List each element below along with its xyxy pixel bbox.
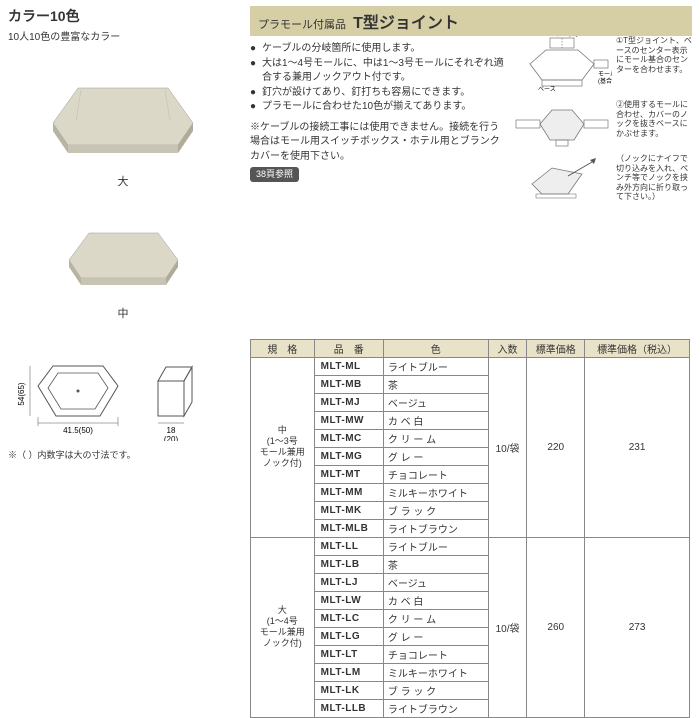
color-cell: ベージュ — [383, 573, 488, 591]
color-cell: カ ベ 白 — [383, 411, 488, 429]
cell-price_tax: 231 — [585, 357, 690, 537]
bullet-2: 大は1～4号モールに、中は1～3号モールにそれぞれ適合する兼用ノックアウト付です… — [262, 57, 505, 86]
color-cell: ライトブルー — [383, 537, 488, 555]
part-number: MLT-MK — [314, 501, 383, 519]
color-cell: チョコレート — [383, 645, 488, 663]
color-subtext: 10人10色の豊富なカラー — [8, 28, 243, 43]
part-number: MLT-MW — [314, 411, 383, 429]
part-number: MLT-LK — [314, 681, 383, 699]
color-cell: ク リ ー ム — [383, 609, 488, 627]
cell-price: 260 — [527, 537, 585, 717]
table-header: 規 格 — [251, 339, 315, 357]
diagram-1: センター表示 ベース モール (基合) — [512, 36, 612, 94]
table-row: 中(1～3号モール兼用ノック付)MLT-MLライトブルー10/袋220231 — [251, 357, 690, 375]
cell-qty: 10/袋 — [488, 357, 527, 537]
diag1-label-center: センター表示 — [544, 36, 580, 38]
part-number: MLT-LC — [314, 609, 383, 627]
cell-qty: 10/袋 — [488, 537, 527, 717]
color-cell: グ レ ー — [383, 447, 488, 465]
part-number: MLT-MJ — [314, 393, 383, 411]
part-number: MLT-MB — [314, 375, 383, 393]
diagram-1-text: ①T型ジョイント、ベースのセンター表示にモール基合のセンターを合わせます。 — [612, 36, 692, 94]
caption-med: 中 — [8, 305, 238, 321]
page-ref-badge: 38頁参照 — [250, 167, 299, 182]
table-header: 入数 — [488, 339, 527, 357]
table-row: 大(1～4号モール兼用ノック付)MLT-LLライトブルー10/袋260273 — [251, 537, 690, 555]
dim-height: 54(65) — [17, 382, 26, 405]
color-cell: ブ ラ ッ ク — [383, 681, 488, 699]
color-cell: ライトブラウン — [383, 519, 488, 537]
color-cell: カ ベ 白 — [383, 591, 488, 609]
color-heading: カラー10色 — [8, 6, 243, 26]
part-number: MLT-LLB — [314, 699, 383, 717]
part-number: MLT-MT — [314, 465, 383, 483]
product-image-large — [33, 53, 213, 168]
part-number: MLT-MC — [314, 429, 383, 447]
color-cell: チョコレート — [383, 465, 488, 483]
diagram-3-text: （ノックにナイフで切り込みを入れ、ペンチ等でノックを挟み外方向に折り取って下さい… — [612, 154, 692, 202]
part-number: MLT-MG — [314, 447, 383, 465]
dim-depth: 18 — [167, 426, 176, 435]
right-column: プラモール付属品 T型ジョイント ●ケーブルの分岐箇所に使用します。 ●大は1～… — [250, 6, 692, 718]
dimension-note: ※（ ）内数字は大の寸法です。 — [8, 448, 243, 461]
caption-large: 大 — [8, 173, 238, 189]
table-header: 品 番 — [314, 339, 383, 357]
color-cell: グ レ ー — [383, 627, 488, 645]
left-column: カラー10色 10人10色の豊富なカラー 大 中 — [8, 6, 243, 461]
color-cell: 茶 — [383, 555, 488, 573]
diag1-label-basek: (基合) — [598, 77, 612, 85]
spec-cell: 中(1～3号モール兼用ノック付) — [251, 357, 315, 537]
part-number: MLT-ML — [314, 357, 383, 375]
color-cell: 茶 — [383, 375, 488, 393]
diag1-label-mall: モール — [598, 71, 612, 78]
title-bar: プラモール付属品 T型ジョイント — [250, 6, 692, 36]
part-number: MLT-LG — [314, 627, 383, 645]
dim-depth2: (20) — [164, 435, 179, 441]
description-note: ※ケーブルの接続工事には使用できません。接続を行う場合はモール用スイッチボックス… — [250, 121, 505, 165]
product-image-medium — [51, 205, 196, 300]
color-cell: ベージュ — [383, 393, 488, 411]
bullet-4: プラモールに合わせた10色が揃えてあります。 — [262, 100, 471, 115]
cell-price: 220 — [527, 357, 585, 537]
dimension-figure: 41.5(50) 54(65) 18 (20) ※（ ）内数字は大の寸法です。 — [8, 351, 243, 461]
spec-table: 規 格品 番色入数標準価格標準価格（税込） 中(1～3号モール兼用ノック付)ML… — [250, 339, 690, 718]
color-cell: ミルキーホワイト — [383, 663, 488, 681]
cell-price_tax: 273 — [585, 537, 690, 717]
color-cell: ライトブルー — [383, 357, 488, 375]
table-header: 標準価格（税込） — [585, 339, 690, 357]
bullet-1: ケーブルの分岐箇所に使用します。 — [262, 42, 420, 57]
title-main: T型ジョイント — [353, 15, 459, 32]
dim-width: 41.5(50) — [63, 426, 93, 435]
spec-cell: 大(1～4号モール兼用ノック付) — [251, 537, 315, 717]
description-block: ●ケーブルの分岐箇所に使用します。 ●大は1～4号モールに、中は1～3号モールに… — [250, 42, 505, 183]
title-prefix: プラモール付属品 — [258, 19, 346, 31]
part-number: MLT-LJ — [314, 573, 383, 591]
product-image-med-box: 中 — [8, 195, 238, 321]
part-number: MLT-MM — [314, 483, 383, 501]
diag1-label-base: ベース — [538, 86, 556, 93]
color-cell: ク リ ー ム — [383, 429, 488, 447]
product-image-large-box: 大 — [8, 53, 238, 189]
part-number: MLT-MLB — [314, 519, 383, 537]
part-number: MLT-LW — [314, 591, 383, 609]
color-cell: ライトブラウン — [383, 699, 488, 717]
diagram-area: センター表示 ベース モール (基合) ①T型ジョイント、ベースのセンター表示に… — [512, 36, 692, 208]
diagram-3 — [512, 154, 612, 202]
part-number: MLT-LM — [314, 663, 383, 681]
color-cell: ブ ラ ッ ク — [383, 501, 488, 519]
diagram-2-text: ②使用するモールに合わせ、カバーのノックを抜きベースにかぶせます。 — [612, 100, 692, 148]
bullet-3: 釘穴が設けてあり、釘打ちも容易にできます。 — [262, 86, 470, 101]
table-header: 色 — [383, 339, 488, 357]
part-number: MLT-LT — [314, 645, 383, 663]
diagram-2 — [512, 100, 612, 148]
part-number: MLT-LL — [314, 537, 383, 555]
color-cell: ミルキーホワイト — [383, 483, 488, 501]
table-header: 標準価格 — [527, 339, 585, 357]
part-number: MLT-LB — [314, 555, 383, 573]
